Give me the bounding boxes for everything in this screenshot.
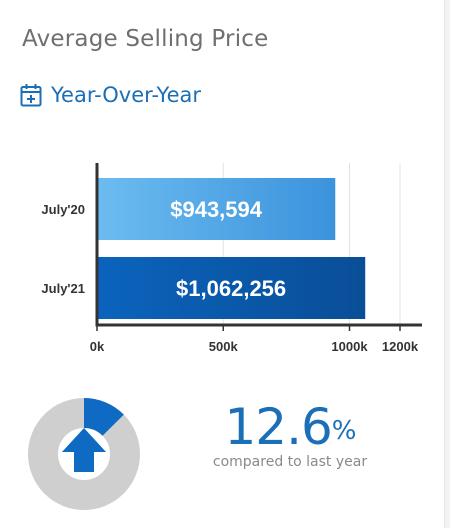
arrow-up-icon (62, 428, 106, 472)
change-percent-symbol: % (331, 416, 357, 446)
bar-value-label: $1,062,256 (176, 276, 286, 301)
calendar-plus-icon (20, 84, 42, 107)
donut-change-segment (83, 398, 124, 437)
subtitle-row: Year-Over-Year (20, 83, 201, 107)
change-percent: 12.6% (200, 400, 380, 454)
x-tick-label: 500k (209, 339, 239, 354)
bar-value-label: $943,594 (170, 197, 263, 222)
axes: 0k 500k 1000k 1200k July'20 July'21 (41, 163, 422, 354)
x-tick-label: 0k (90, 339, 105, 354)
card-title: Average Selling Price (22, 26, 269, 52)
x-tick-label: 1000k (331, 339, 368, 354)
change-caption: compared to last year (212, 454, 368, 470)
x-tick-label: 1200k (382, 339, 419, 354)
bar (97, 178, 336, 240)
category-label: July'21 (41, 281, 85, 296)
category-label: July'20 (41, 202, 85, 217)
change-percent-value: 12.6 (224, 398, 332, 456)
bars: $943,594 $1,062,256 (97, 178, 366, 319)
selling-price-bar-chart: $943,594 $1,062,256 0k 500k 1000k 1200k July'… (41, 163, 422, 354)
change-summary: 12.6% compared to last year (200, 400, 380, 470)
bar (97, 257, 366, 319)
change-donut (28, 398, 140, 510)
chart-subtitle: Year-Over-Year (51, 83, 201, 107)
